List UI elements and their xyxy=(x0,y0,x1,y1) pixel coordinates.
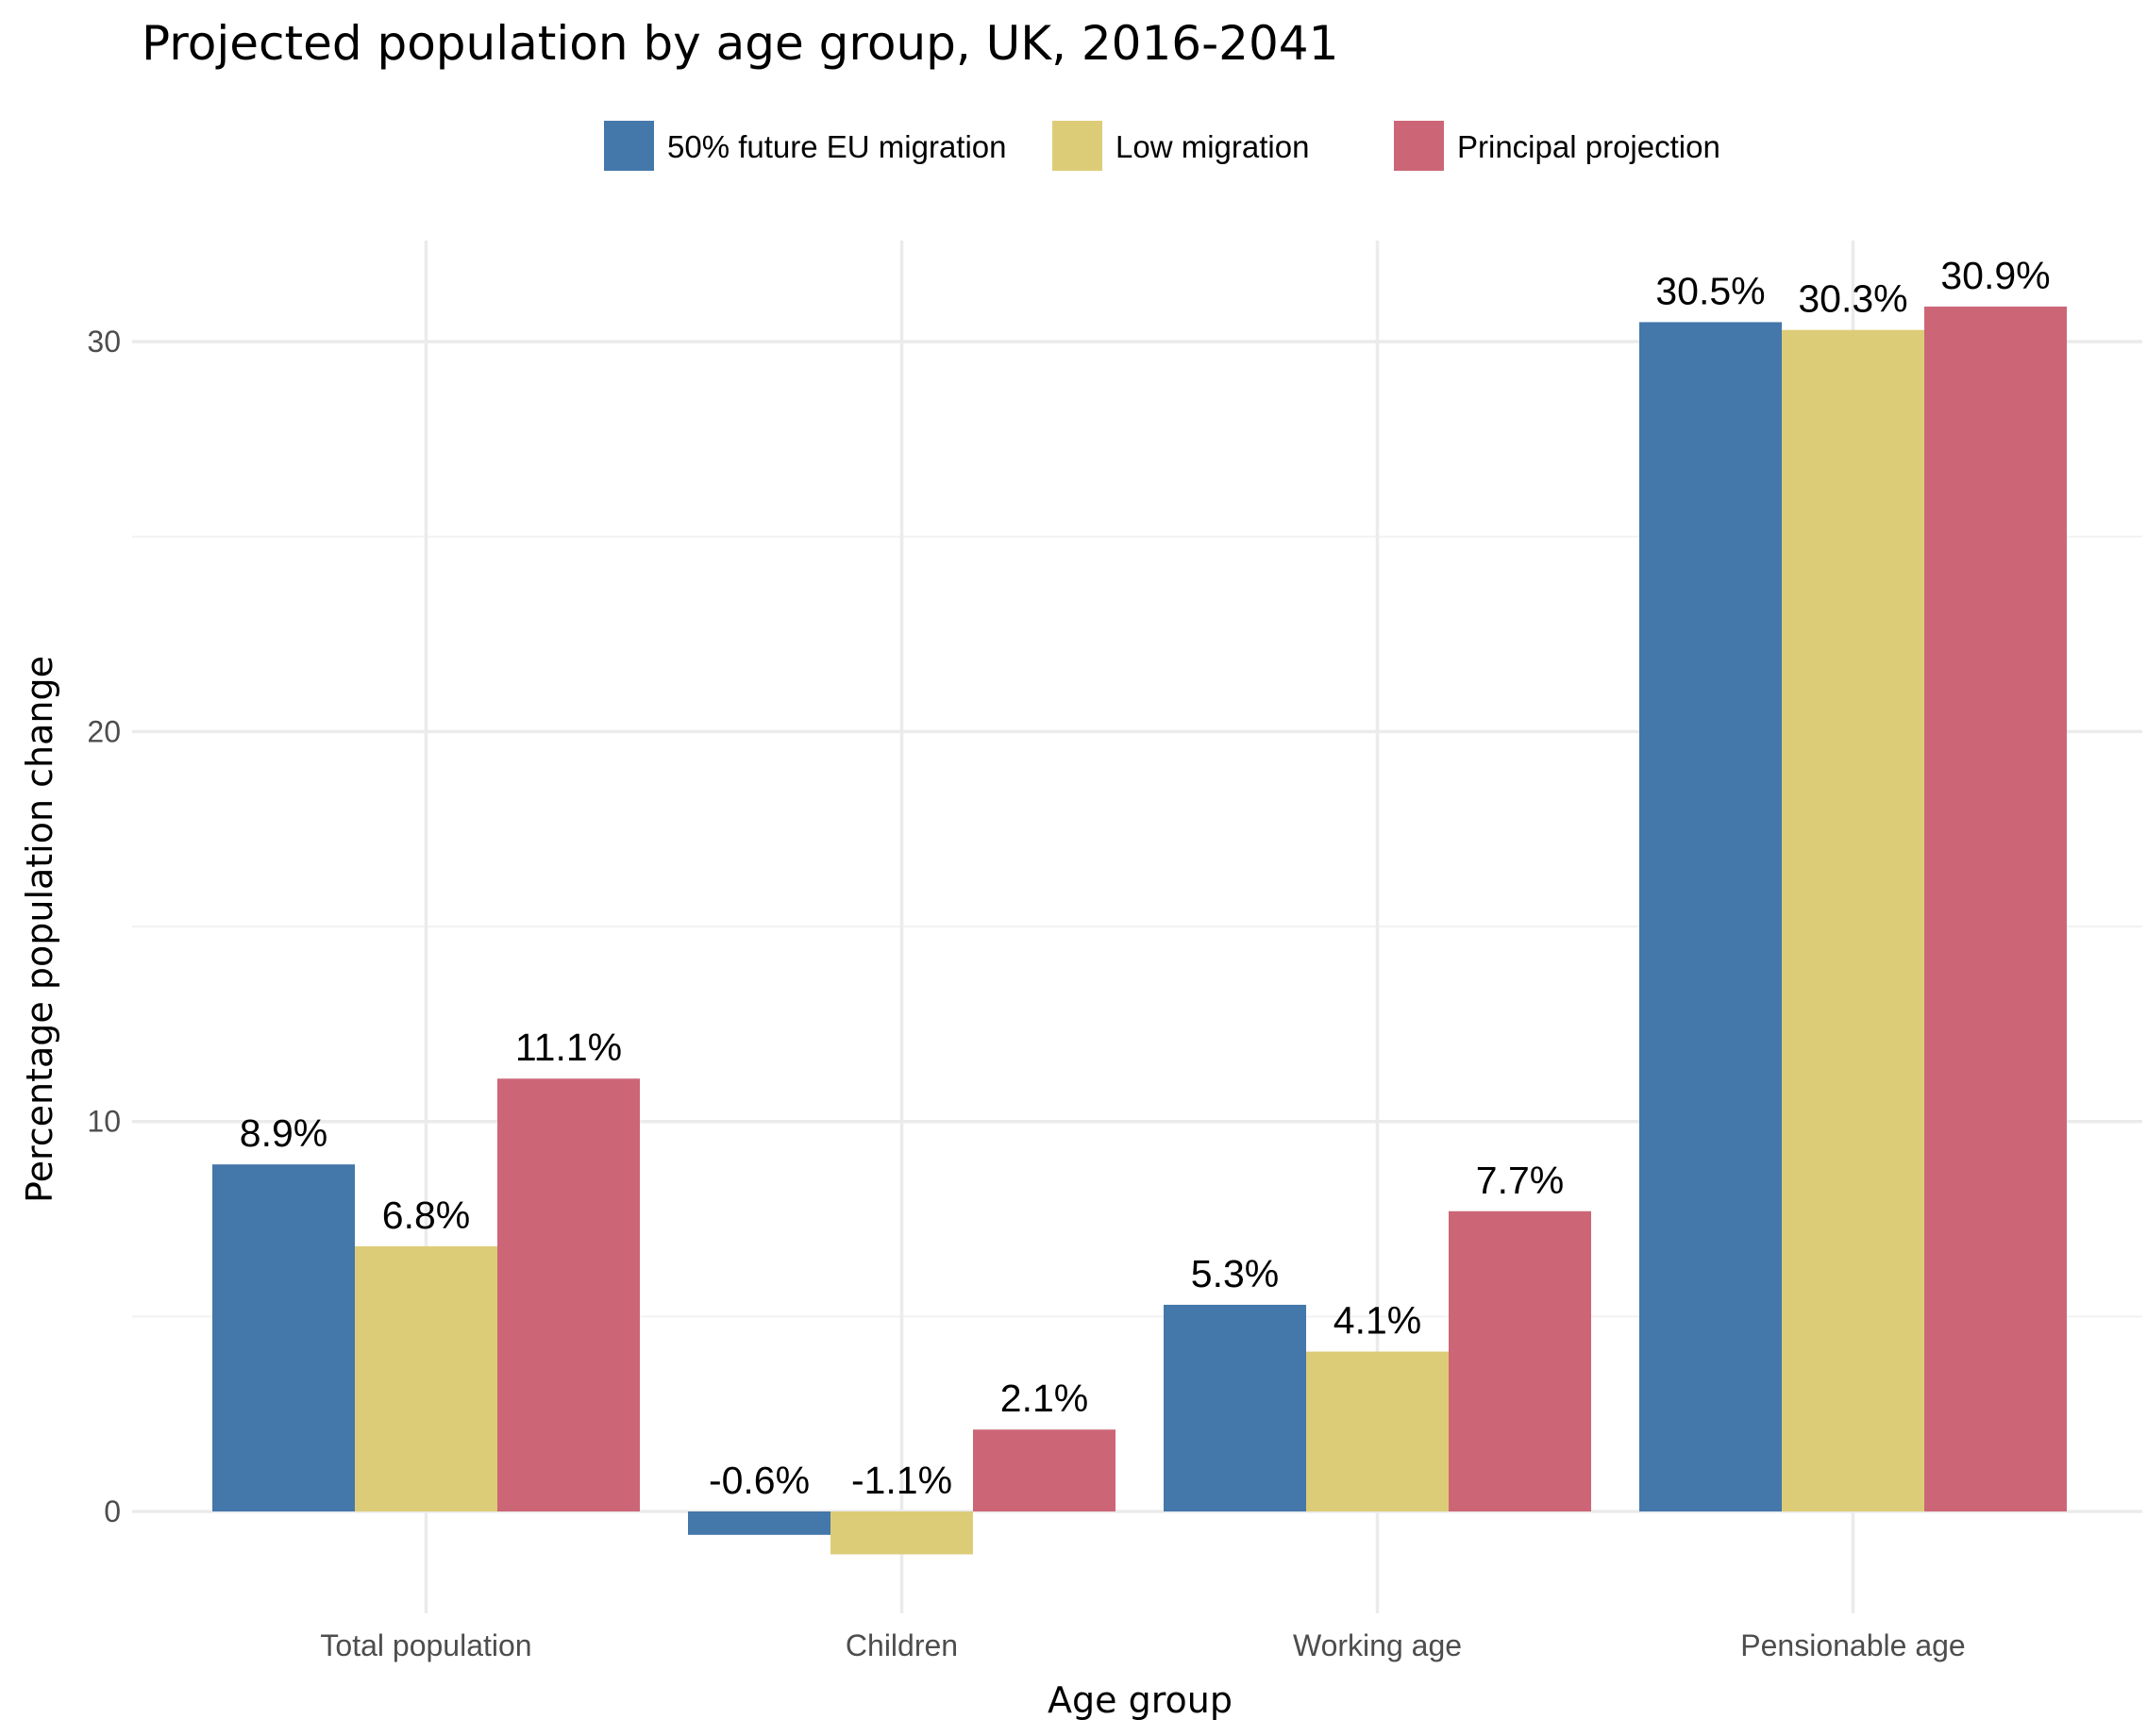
data-label-low-migration-total-population: 6.8% xyxy=(382,1194,470,1237)
x-axis-title: Age group xyxy=(1048,1679,1233,1721)
bar-principal-projection-working-age xyxy=(1449,1210,1591,1511)
data-label-low-migration-pensionable-age: 30.3% xyxy=(1798,277,1907,321)
bar-50-future-eu-migration-pensionable-age xyxy=(1639,322,1782,1511)
legend-key-50-future-eu-migration xyxy=(604,121,654,171)
bar-low-migration-children xyxy=(830,1511,973,1555)
data-label-low-migration-working-age: 4.1% xyxy=(1333,1299,1421,1343)
x-tick-label-total-population: Total population xyxy=(320,1628,531,1662)
data-label-50-future-eu-migration-pensionable-age: 30.5% xyxy=(1655,269,1765,312)
data-label-low-migration-children: -1.1% xyxy=(851,1459,952,1502)
bar-principal-projection-total-population xyxy=(497,1078,640,1511)
y-tick-label: 30 xyxy=(87,325,121,359)
bar-low-migration-pensionable-age xyxy=(1782,329,1924,1512)
y-axis-title: Percentage population change xyxy=(19,656,60,1203)
bar-principal-projection-pensionable-age xyxy=(1924,306,2067,1511)
data-label-50-future-eu-migration-total-population: 8.9% xyxy=(240,1111,327,1155)
data-labels-layer: 8.9% -0.6% 5.3% 30.5% 6.8% -1.1% 4.1% 30.3% 11.1… xyxy=(240,254,2051,1502)
chart-title: Projected population by age group, UK, 2… xyxy=(142,16,1338,71)
x-tick-label-children: Children xyxy=(846,1628,958,1662)
y-tick-label: 20 xyxy=(87,714,121,748)
legend: 50% future EU migration Low migration Prin… xyxy=(604,121,1720,171)
legend-label-principal-projection: Principal projection xyxy=(1457,129,1720,164)
bar-50-future-eu-migration-working-age xyxy=(1164,1304,1306,1511)
data-label-principal-projection-pensionable-age: 30.9% xyxy=(1940,254,2050,297)
bar-principal-projection-children xyxy=(973,1429,1115,1511)
bar-50-future-eu-migration-children xyxy=(688,1511,830,1535)
y-tick-label: 10 xyxy=(87,1105,121,1139)
data-label-50-future-eu-migration-working-age: 5.3% xyxy=(1191,1252,1279,1295)
data-label-principal-projection-total-population: 11.1% xyxy=(515,1026,622,1069)
bar-50-future-eu-migration-total-population xyxy=(212,1164,355,1511)
legend-key-principal-projection xyxy=(1394,121,1444,171)
bars-layer xyxy=(212,306,2067,1555)
bar-low-migration-working-age xyxy=(1306,1351,1449,1511)
legend-label-50-future-eu-migration: 50% future EU migration xyxy=(667,129,1007,164)
legend-key-low-migration xyxy=(1052,121,1102,171)
data-label-50-future-eu-migration-children: -0.6% xyxy=(709,1459,810,1502)
data-label-principal-projection-children: 2.1% xyxy=(1000,1377,1088,1420)
legend-label-low-migration: Low migration xyxy=(1115,129,1309,164)
axis-layer: 0 10 20 30 Total population Children Working a… xyxy=(87,325,1965,1662)
x-tick-label-pensionable-age: Pensionable age xyxy=(1740,1628,1965,1662)
y-tick-label: 0 xyxy=(104,1494,121,1528)
data-label-principal-projection-working-age: 7.7% xyxy=(1476,1159,1564,1202)
bar-low-migration-total-population xyxy=(355,1245,497,1511)
x-tick-label-working-age: Working age xyxy=(1293,1628,1462,1662)
